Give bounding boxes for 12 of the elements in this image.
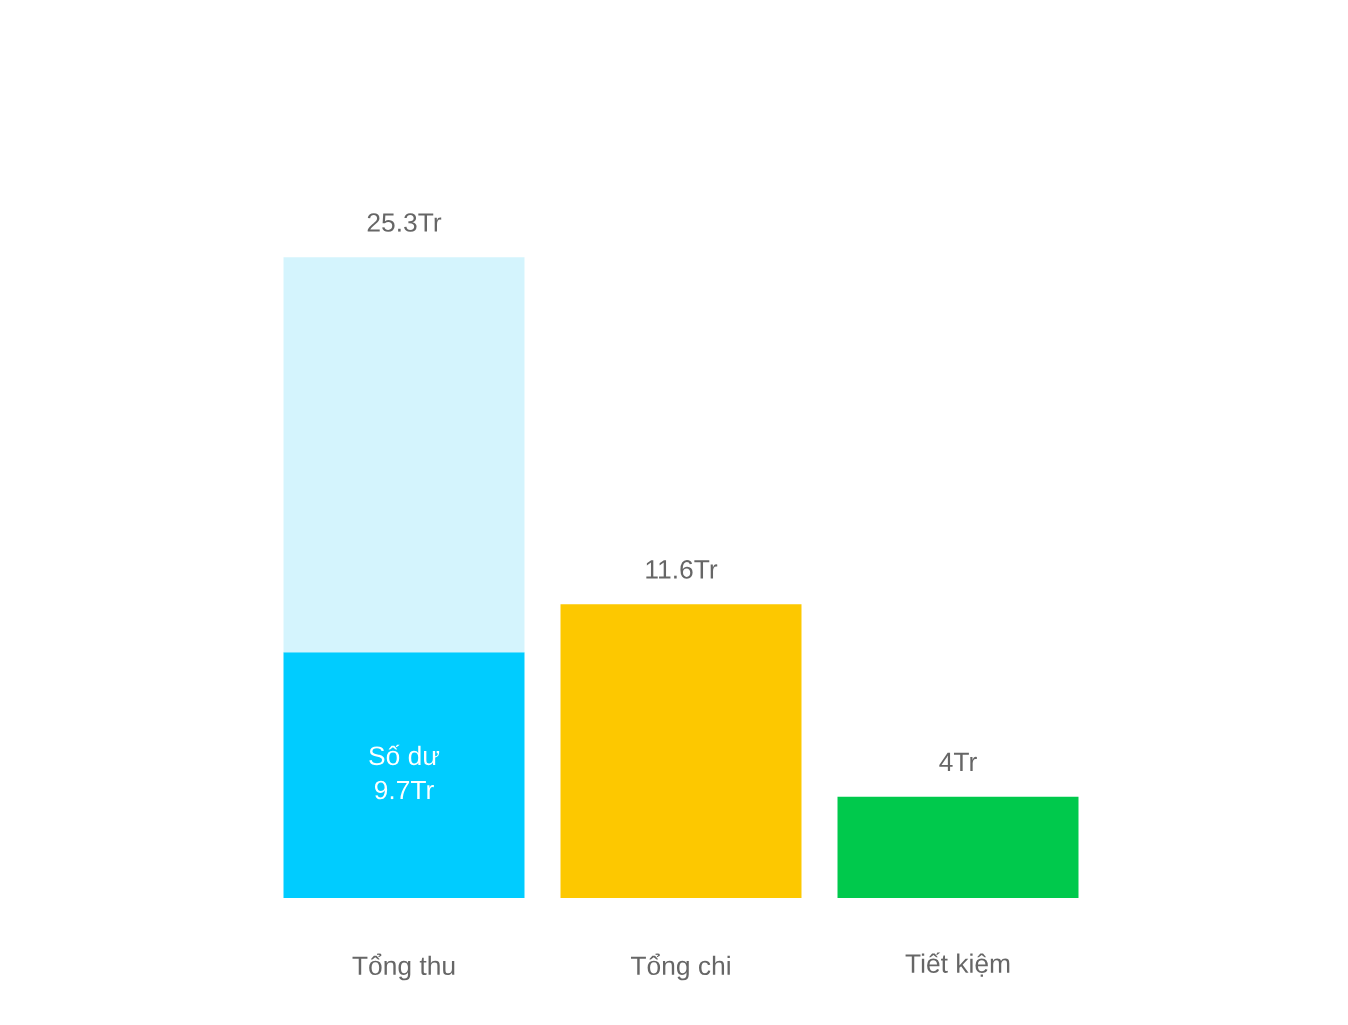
bar xyxy=(283,652,525,898)
x-tick-label: Tiết kiệm xyxy=(905,952,1010,977)
data-label: 9.7Tr xyxy=(374,780,434,800)
x-tick-label: Tổng thu xyxy=(352,953,455,981)
total-label: 25.3Tr xyxy=(367,213,442,232)
total-label: 11.6Tr xyxy=(646,560,718,579)
bar xyxy=(283,257,525,653)
bar xyxy=(837,796,1079,898)
total-label: 4Tr xyxy=(939,752,977,771)
series-label: Số dư xyxy=(369,744,440,766)
bar xyxy=(560,604,802,898)
x-tick-label: Tổng chi xyxy=(630,953,730,981)
